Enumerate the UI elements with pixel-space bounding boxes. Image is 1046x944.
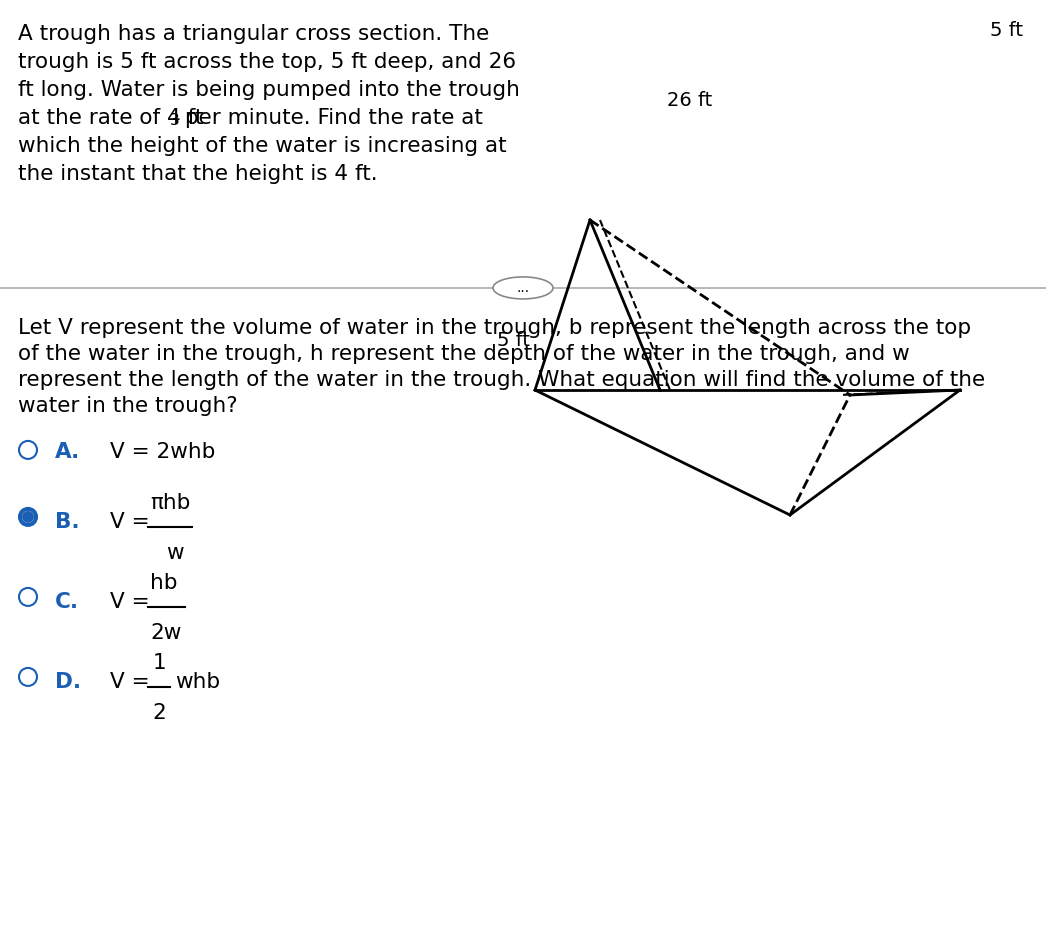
Text: which the height of the water is increasing at: which the height of the water is increas… [18,136,506,156]
Text: 26 ft: 26 ft [667,91,712,110]
Text: 2w: 2w [150,623,181,643]
Text: w: w [166,543,184,563]
Text: A.: A. [55,442,81,462]
Text: V = 2whb: V = 2whb [110,442,215,462]
Text: B.: B. [55,512,79,531]
Text: V =: V = [110,512,157,531]
Text: D.: D. [55,672,82,692]
Ellipse shape [493,277,553,299]
Text: at the rate of 4 ft: at the rate of 4 ft [18,108,203,128]
Text: 5 ft: 5 ft [990,21,1023,40]
Text: the instant that the height is 4 ft.: the instant that the height is 4 ft. [18,164,378,184]
Text: C.: C. [55,592,79,612]
Text: 5 ft: 5 ft [497,330,530,349]
Text: Let V represent the volume of water in the trough, b represent the length across: Let V represent the volume of water in t… [18,318,971,338]
Text: water in the trough?: water in the trough? [18,396,237,416]
Text: 3: 3 [170,113,180,128]
Text: V =: V = [110,592,157,612]
Text: ...: ... [517,281,529,295]
Text: per minute. Find the rate at: per minute. Find the rate at [178,108,483,128]
Circle shape [23,512,33,522]
Text: V =: V = [110,672,157,692]
Text: 2: 2 [152,703,165,723]
Text: ft long. Water is being pumped into the trough: ft long. Water is being pumped into the … [18,80,520,100]
Text: 1: 1 [153,653,166,673]
Text: πhb: πhb [150,493,190,513]
Text: trough is 5 ft across the top, 5 ft deep, and 26: trough is 5 ft across the top, 5 ft deep… [18,52,516,72]
Text: hb: hb [150,573,178,593]
Text: whb: whb [175,672,220,692]
Text: of the water in the trough, h represent the depth of the water in the trough, an: of the water in the trough, h represent … [18,344,910,364]
Text: A trough has a triangular cross section. The: A trough has a triangular cross section.… [18,24,490,44]
Text: represent the length of the water in the trough. What equation will find the vol: represent the length of the water in the… [18,370,985,390]
